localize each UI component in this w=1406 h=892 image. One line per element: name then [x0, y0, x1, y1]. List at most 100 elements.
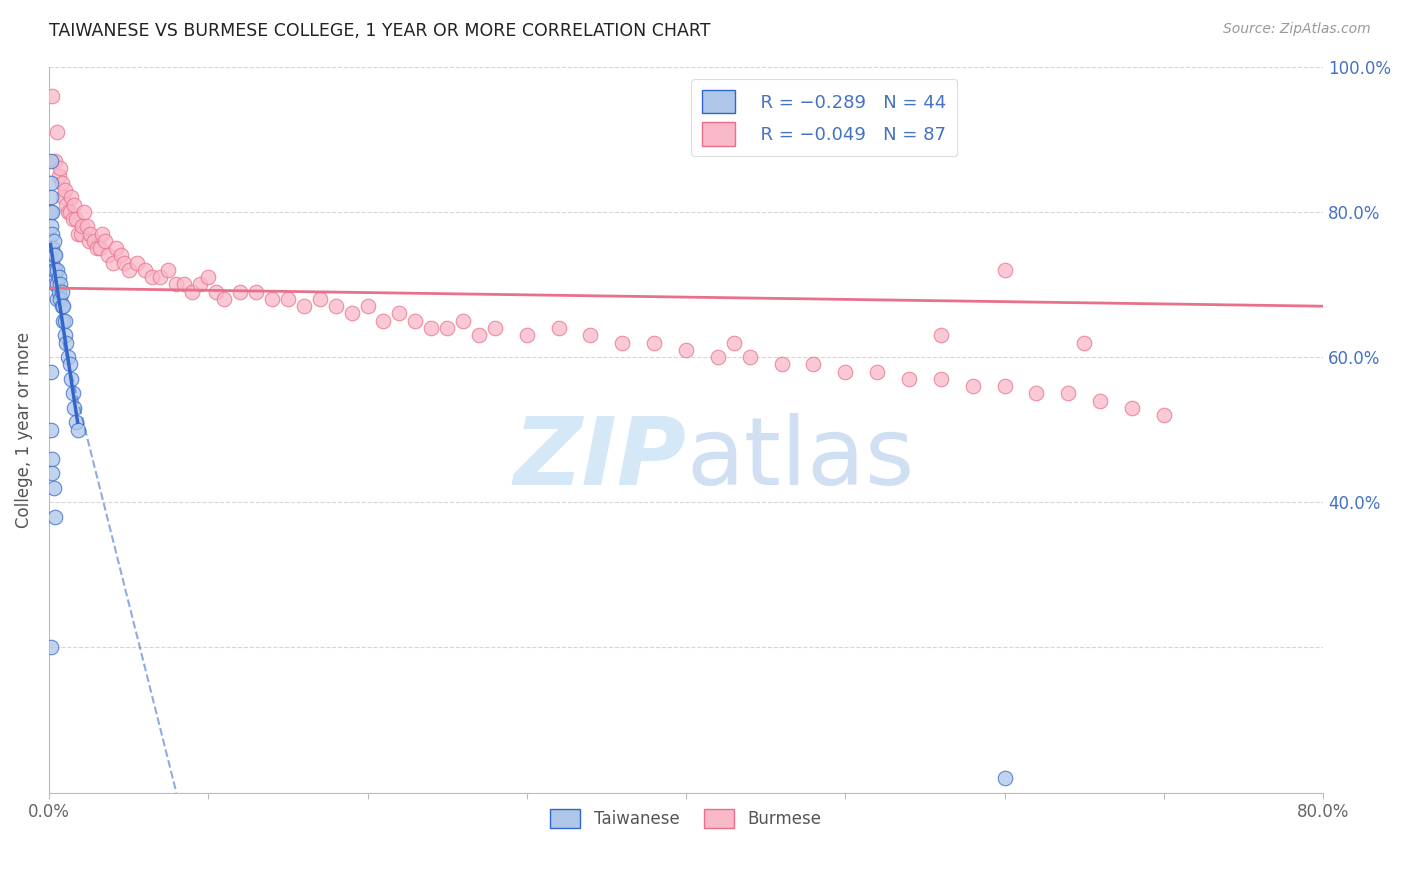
Point — [141, 270, 163, 285]
Text: ZIP: ZIP — [513, 413, 686, 505]
Point — [994, 379, 1017, 393]
Point — [104, 241, 127, 255]
Point — [373, 314, 395, 328]
Point — [45, 277, 67, 292]
Point — [63, 197, 86, 211]
Point — [157, 263, 180, 277]
Point — [212, 292, 235, 306]
Point — [55, 335, 77, 350]
Point — [451, 314, 474, 328]
Point — [1025, 386, 1047, 401]
Point — [60, 190, 83, 204]
Point — [929, 328, 952, 343]
Point — [44, 153, 66, 168]
Y-axis label: College, 1 year or more: College, 1 year or more — [15, 332, 32, 528]
Point — [929, 372, 952, 386]
Point — [1073, 335, 1095, 350]
Point — [277, 292, 299, 306]
Point — [125, 255, 148, 269]
Point — [101, 255, 124, 269]
Point — [39, 365, 62, 379]
Point — [42, 263, 65, 277]
Point — [579, 328, 602, 343]
Point — [62, 212, 84, 227]
Point — [42, 234, 65, 248]
Point — [994, 263, 1017, 277]
Point — [56, 204, 79, 219]
Point — [41, 241, 63, 255]
Point — [723, 335, 745, 350]
Point — [48, 285, 70, 299]
Point — [738, 350, 761, 364]
Point — [112, 255, 135, 269]
Point — [134, 263, 156, 277]
Point — [56, 350, 79, 364]
Point — [45, 263, 67, 277]
Point — [188, 277, 211, 292]
Point — [41, 227, 63, 241]
Point — [51, 299, 73, 313]
Text: Source: ZipAtlas.com: Source: ZipAtlas.com — [1223, 22, 1371, 37]
Point — [89, 241, 111, 255]
Point — [866, 365, 889, 379]
Text: TAIWANESE VS BURMESE COLLEGE, 1 YEAR OR MORE CORRELATION CHART: TAIWANESE VS BURMESE COLLEGE, 1 YEAR OR … — [49, 22, 710, 40]
Point — [468, 328, 491, 343]
Point — [612, 335, 634, 350]
Point — [1121, 401, 1143, 415]
Point — [48, 169, 70, 183]
Point — [45, 125, 67, 139]
Point — [66, 423, 89, 437]
Point — [229, 285, 252, 299]
Point — [77, 234, 100, 248]
Point — [39, 153, 62, 168]
Point — [53, 314, 76, 328]
Point — [149, 270, 172, 285]
Point — [48, 270, 70, 285]
Point — [547, 321, 569, 335]
Point — [65, 212, 87, 227]
Point — [83, 234, 105, 248]
Point — [707, 350, 730, 364]
Point — [173, 277, 195, 292]
Point — [44, 509, 66, 524]
Point — [41, 466, 63, 480]
Point — [898, 372, 921, 386]
Point — [205, 285, 228, 299]
Point — [42, 481, 65, 495]
Point — [51, 176, 73, 190]
Point — [52, 190, 75, 204]
Point — [308, 292, 330, 306]
Point — [245, 285, 267, 299]
Point — [49, 292, 72, 306]
Point — [60, 372, 83, 386]
Point — [73, 204, 96, 219]
Point — [39, 204, 62, 219]
Point — [420, 321, 443, 335]
Point — [356, 299, 378, 313]
Point — [66, 227, 89, 241]
Point — [63, 401, 86, 415]
Point — [62, 386, 84, 401]
Point — [97, 248, 120, 262]
Point — [79, 227, 101, 241]
Point — [41, 204, 63, 219]
Point — [994, 771, 1017, 785]
Point — [39, 219, 62, 234]
Point — [1153, 408, 1175, 422]
Point — [110, 248, 132, 262]
Point — [260, 292, 283, 306]
Point — [292, 299, 315, 313]
Point — [44, 248, 66, 262]
Point — [41, 451, 63, 466]
Point — [44, 263, 66, 277]
Text: atlas: atlas — [686, 413, 914, 505]
Point — [675, 343, 697, 357]
Point — [90, 227, 112, 241]
Point — [388, 306, 411, 320]
Point — [1057, 386, 1080, 401]
Point — [39, 190, 62, 204]
Point — [770, 357, 793, 371]
Point — [484, 321, 506, 335]
Point — [52, 299, 75, 313]
Point — [55, 197, 77, 211]
